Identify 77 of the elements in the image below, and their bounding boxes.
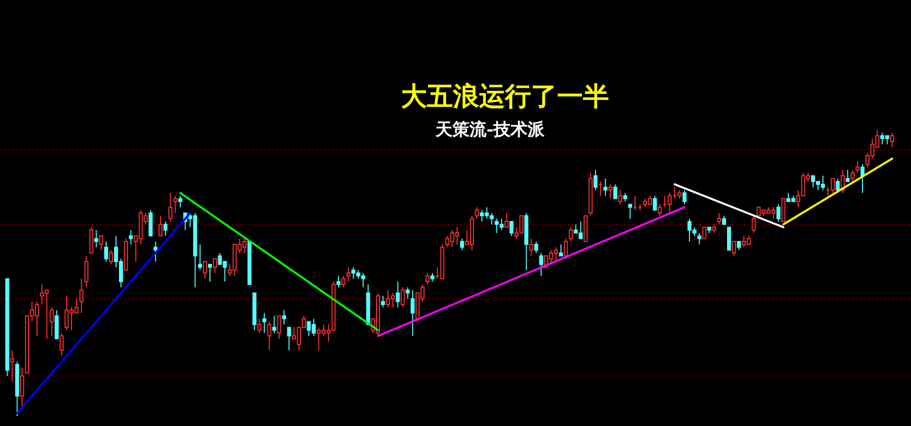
candlestick [568,226,573,242]
candlestick [336,275,340,288]
candlestick [781,198,786,222]
candlestick [158,215,163,236]
candlestick [208,264,212,282]
candlestick [50,306,54,336]
candlestick [594,170,598,191]
candlestick [460,238,464,251]
candlestick [608,184,612,200]
candlestick [425,272,430,285]
candlestick [504,212,509,228]
candlestick [99,235,104,251]
candlestick [682,190,687,205]
candlestick [109,250,114,265]
candlestick [173,195,178,214]
candlestick [272,315,276,334]
candlestick [20,366,24,408]
candlestick [406,286,410,300]
candlestick [658,204,662,216]
candlestick [534,241,538,254]
candlestick [94,230,98,248]
chart-title: 大五浪运行了一半 [401,82,609,112]
candlestick [717,212,722,225]
candlestick [212,258,217,274]
candlestick [380,295,385,308]
candlestick [168,192,172,222]
candlestick [104,241,108,262]
candlestick [154,241,158,262]
candlestick [752,215,756,234]
candlestick [400,286,405,308]
candlestick [178,195,182,208]
candlestick [830,178,835,194]
candlestick [54,310,59,340]
candlestick [410,290,415,336]
candlestick [262,312,266,334]
candlestick [564,238,568,260]
candlestick [652,195,657,211]
candlestick [613,184,618,200]
chart-subtitle: 天策流-技术派 [434,120,546,140]
candlestick [79,278,84,314]
candlestick [603,178,608,196]
candlestick [257,318,262,334]
candlestick [163,221,168,236]
candlestick [282,310,286,325]
candlestick [558,244,563,256]
candlestick [776,204,780,222]
candlestick [89,226,94,254]
candlestick [618,190,622,205]
candlestick [346,266,350,282]
candlestick [277,315,282,340]
candlestick [702,226,706,240]
candlestick [128,230,133,245]
candlestick [396,281,400,308]
candlestick [727,226,732,251]
candlestick [856,160,860,174]
candlestick [860,164,864,194]
candlestick [341,275,346,288]
candlestick [60,332,64,356]
candlestick [148,210,153,236]
candlestick [846,170,850,182]
candlestick [836,178,840,194]
candlestick [198,244,202,271]
candlestick [850,170,855,182]
candlestick [84,255,88,288]
candlestick [10,350,14,382]
candlestick [539,252,544,276]
candlestick [287,326,292,351]
candlestick [890,132,894,148]
candlestick [510,221,514,236]
candlestick [732,241,736,256]
candlestick [267,321,272,351]
candlestick [697,232,702,245]
candlestick [203,261,208,280]
candlestick [668,192,672,214]
candlestick [529,238,534,256]
candlestick [628,204,632,220]
candlestick [474,206,479,220]
